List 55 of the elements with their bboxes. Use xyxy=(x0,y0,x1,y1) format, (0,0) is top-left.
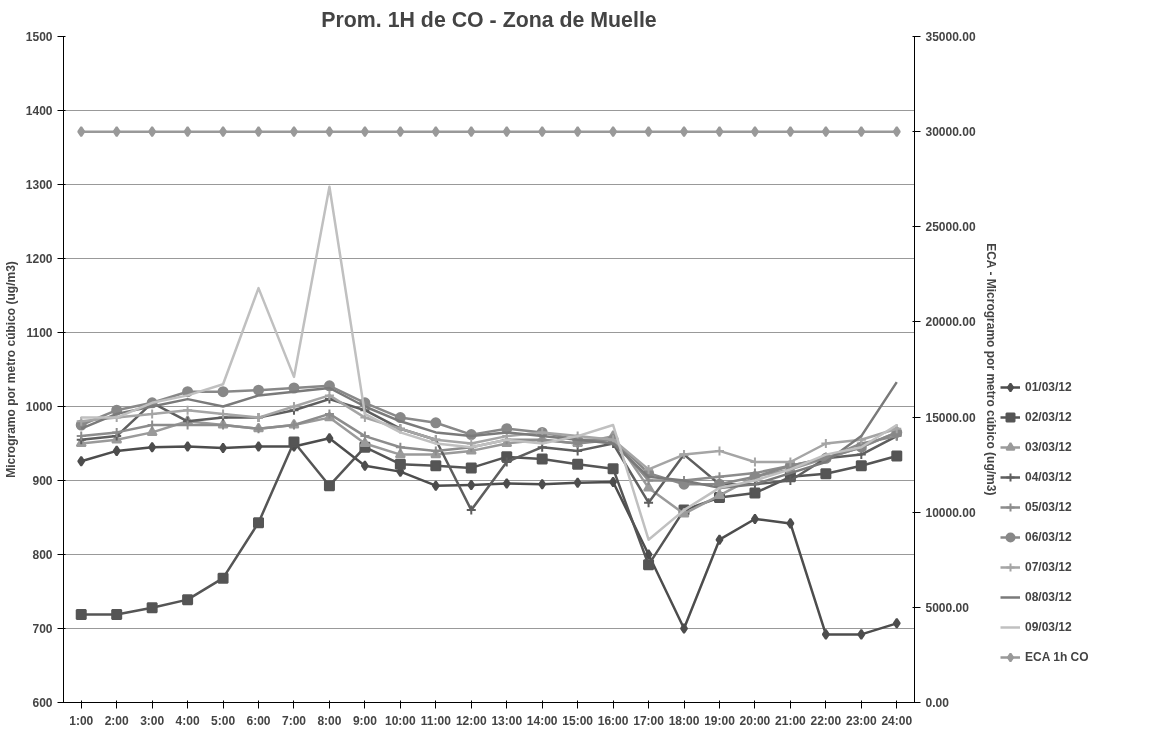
x-tick-label: 3:00 xyxy=(140,713,165,728)
legend-label: 04/03/12 xyxy=(1025,470,1072,484)
x-tick-label: 5:00 xyxy=(211,713,236,728)
x-tick-label: 14:00 xyxy=(526,713,558,728)
y2-tick-label: 10000.00 xyxy=(925,505,976,520)
x-tick-label: 17:00 xyxy=(633,713,665,728)
x-tick-label: 6:00 xyxy=(246,713,271,728)
x-tick-label: 22:00 xyxy=(810,713,842,728)
legend-label: 09/03/12 xyxy=(1025,620,1072,634)
legend-label: 03/03/12 xyxy=(1025,440,1072,454)
y-tick-label: 800 xyxy=(32,548,53,562)
x-tick-label: 15:00 xyxy=(562,713,594,728)
legend-label: 02/03/12 xyxy=(1025,410,1072,424)
y-tick-label: 1200 xyxy=(25,252,53,266)
y-tick-label: 1500 xyxy=(25,30,53,44)
y2-tick-label: 15000.00 xyxy=(925,410,976,425)
x-tick-label: 13:00 xyxy=(491,713,523,728)
x-tick-label: 18:00 xyxy=(668,713,700,728)
x-tick-label: 20:00 xyxy=(739,713,771,728)
x-tick-label: 19:00 xyxy=(704,713,736,728)
y2-tick-label: 0.00 xyxy=(925,696,950,710)
y-axis-title: Microgramo por metro cúbico (ug/m3) xyxy=(3,261,18,478)
y-tick-label: 1300 xyxy=(25,178,53,192)
x-tick-label: 4:00 xyxy=(175,713,200,728)
y2-tick-label: 20000.00 xyxy=(925,315,976,330)
legend-label: 07/03/12 xyxy=(1025,560,1072,574)
legend-label: 06/03/12 xyxy=(1025,530,1072,544)
y-tick-label: 600 xyxy=(32,696,53,710)
legend-label: 01/03/12 xyxy=(1025,380,1072,394)
x-tick-label: 8:00 xyxy=(317,713,342,728)
x-tick-label: 11:00 xyxy=(420,713,452,728)
x-tick-label: 16:00 xyxy=(597,713,629,728)
y2-axis-title: ECA - Microgramo por metro cúbico (ug/m3) xyxy=(983,243,998,496)
y-tick-label: 900 xyxy=(32,474,53,488)
y2-tick-label: 35000.00 xyxy=(925,30,976,44)
y-tick-label: 1400 xyxy=(25,104,53,118)
legend-label: 08/03/12 xyxy=(1025,590,1072,604)
chart-title: Prom. 1H de CO - Zona de Muelle xyxy=(321,7,657,32)
x-tick-label: 12:00 xyxy=(455,713,487,728)
x-tick-label: 23:00 xyxy=(845,713,877,728)
x-tick-label: 2:00 xyxy=(104,713,130,728)
y-tick-label: 1000 xyxy=(25,400,53,414)
x-tick-label: 1:00 xyxy=(69,713,94,728)
legend-label: ECA 1h CO xyxy=(1025,650,1089,664)
x-tick-label: 10:00 xyxy=(385,713,417,728)
legend-label: 05/03/12 xyxy=(1025,500,1072,514)
y-tick-label: 700 xyxy=(32,622,53,636)
x-tick-label: 9:00 xyxy=(352,713,378,728)
x-tick-label: 21:00 xyxy=(775,713,807,728)
y2-tick-label: 25000.00 xyxy=(925,220,976,235)
y2-tick-label: 5000.00 xyxy=(925,600,970,615)
x-tick-label: 24:00 xyxy=(881,713,913,728)
x-tick-label: 7:00 xyxy=(281,713,307,728)
y2-tick-label: 30000.00 xyxy=(925,125,976,140)
y-tick-label: 1100 xyxy=(26,326,53,340)
